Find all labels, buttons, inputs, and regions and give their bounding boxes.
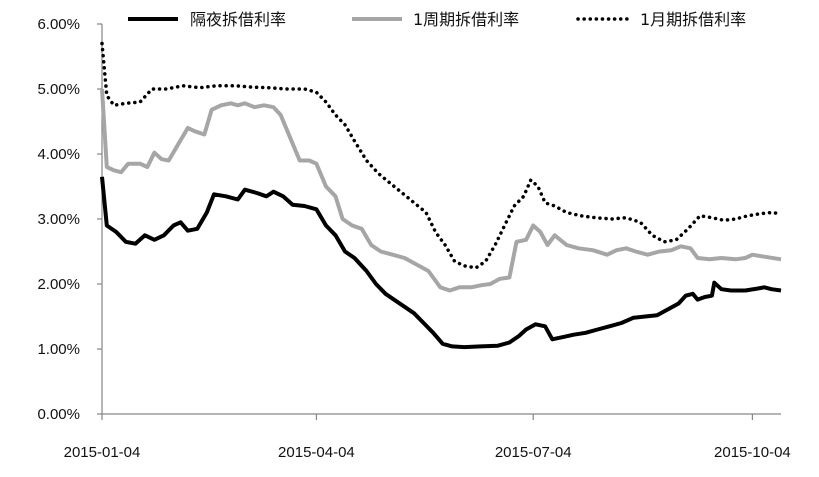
- y-tick-label: 0.00%: [37, 406, 80, 423]
- y-tick-label: 1.00%: [37, 341, 80, 358]
- x-tick-label: 2015-01-04: [64, 444, 141, 461]
- legend: 隔夜拆借利率 1周期拆借利率 1月期拆借利率: [128, 10, 746, 29]
- legend-label-1: 隔夜拆借利率: [190, 10, 286, 29]
- series-line-2: [100, 88, 782, 293]
- y-tick-label: 6.00%: [37, 16, 80, 33]
- x-axis: 2015-01-04 2015-04-04 2015-07-04 2015-10-04: [64, 413, 791, 461]
- series-line-3: [100, 41, 783, 270]
- y-tick-label: 4.00%: [37, 146, 80, 163]
- x-tick-label: 2015-04-04: [278, 444, 355, 461]
- y-tick-label: 2.00%: [37, 276, 80, 293]
- legend-label-2: 1周期拆借利率: [413, 10, 519, 29]
- series-layer: [100, 41, 783, 350]
- y-tick-label: 3.00%: [37, 211, 80, 228]
- x-tick-label: 2015-10-04: [714, 444, 791, 461]
- x-tick-label: 2015-07-04: [495, 444, 572, 461]
- series-line-1: [100, 176, 782, 350]
- legend-label-3: 1月期拆借利率: [640, 10, 746, 29]
- y-tick-label: 5.00%: [37, 81, 80, 98]
- y-axis: 0.00% 1.00% 2.00% 3.00% 4.00% 5.00% 6.00%: [37, 16, 103, 423]
